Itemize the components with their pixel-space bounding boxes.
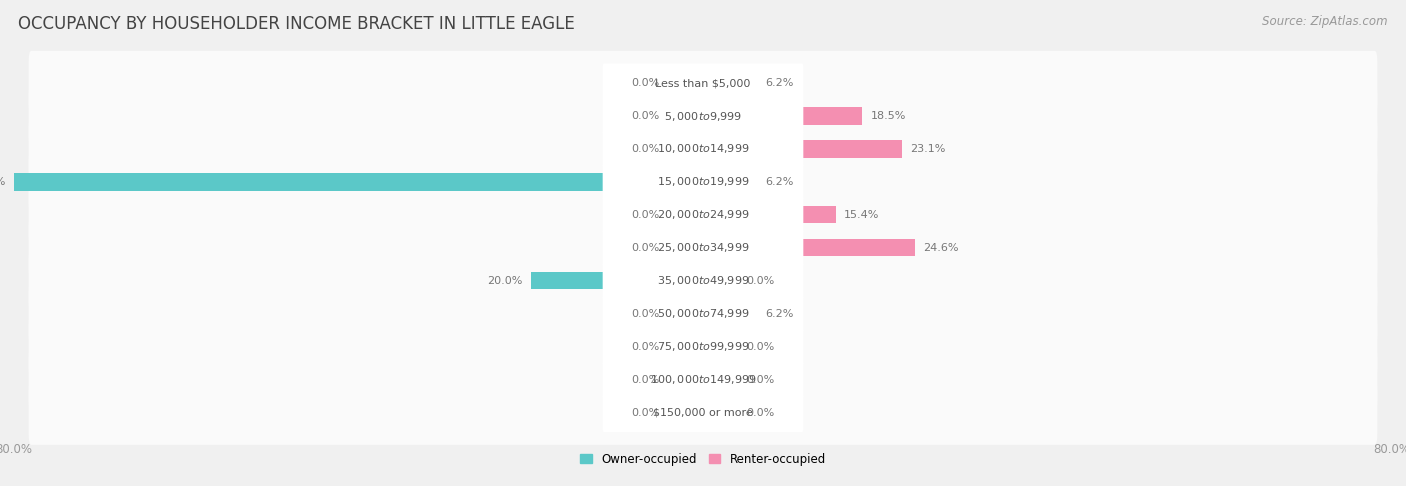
FancyBboxPatch shape [603,261,803,300]
Bar [531,272,703,289]
Text: 18.5%: 18.5% [870,111,907,121]
Text: 0.0%: 0.0% [747,408,775,417]
FancyBboxPatch shape [28,216,1378,280]
Bar [703,305,756,322]
Text: 0.0%: 0.0% [747,375,775,385]
FancyBboxPatch shape [603,294,803,333]
FancyBboxPatch shape [28,314,1378,379]
Text: $150,000 or more: $150,000 or more [654,408,752,417]
Text: 6.2%: 6.2% [765,309,793,319]
FancyBboxPatch shape [603,162,803,202]
Text: $75,000 to $99,999: $75,000 to $99,999 [657,340,749,353]
FancyBboxPatch shape [28,249,1378,313]
Text: 20.0%: 20.0% [486,276,522,286]
Bar [669,74,703,92]
Text: 0.0%: 0.0% [631,408,659,417]
FancyBboxPatch shape [28,381,1378,445]
Text: 23.1%: 23.1% [911,144,946,154]
Bar [703,239,915,257]
Bar [703,107,862,124]
Text: 0.0%: 0.0% [631,78,659,88]
Text: 0.0%: 0.0% [631,111,659,121]
Text: 15.4%: 15.4% [844,210,880,220]
FancyBboxPatch shape [603,360,803,399]
FancyBboxPatch shape [28,183,1378,247]
Bar [669,338,703,355]
Text: 0.0%: 0.0% [747,342,775,352]
Legend: Owner-occupied, Renter-occupied: Owner-occupied, Renter-occupied [579,452,827,466]
Text: 0.0%: 0.0% [631,309,659,319]
FancyBboxPatch shape [28,347,1378,412]
Text: $50,000 to $74,999: $50,000 to $74,999 [657,307,749,320]
Bar [703,404,738,421]
FancyBboxPatch shape [603,228,803,267]
Text: Less than $5,000: Less than $5,000 [655,78,751,88]
FancyBboxPatch shape [603,393,803,432]
Bar [669,140,703,157]
Text: 0.0%: 0.0% [747,276,775,286]
FancyBboxPatch shape [28,84,1378,148]
Bar [703,207,835,224]
FancyBboxPatch shape [28,51,1378,115]
Text: 0.0%: 0.0% [631,210,659,220]
Text: $25,000 to $34,999: $25,000 to $34,999 [657,242,749,254]
Bar [669,404,703,421]
FancyBboxPatch shape [603,327,803,366]
Bar [703,371,738,388]
Text: 6.2%: 6.2% [765,177,793,187]
Text: 0.0%: 0.0% [631,342,659,352]
Text: $100,000 to $149,999: $100,000 to $149,999 [650,373,756,386]
Bar [669,107,703,124]
Bar [669,239,703,257]
Text: $20,000 to $24,999: $20,000 to $24,999 [657,208,749,222]
Bar [669,207,703,224]
Text: 0.0%: 0.0% [631,375,659,385]
Text: $5,000 to $9,999: $5,000 to $9,999 [664,109,742,122]
FancyBboxPatch shape [603,129,803,169]
Text: $10,000 to $14,999: $10,000 to $14,999 [657,142,749,156]
Text: 80.0%: 80.0% [0,177,6,187]
Text: $15,000 to $19,999: $15,000 to $19,999 [657,175,749,189]
Bar [703,140,901,157]
Bar [669,371,703,388]
Bar [669,305,703,322]
FancyBboxPatch shape [28,150,1378,214]
FancyBboxPatch shape [28,281,1378,346]
Text: $35,000 to $49,999: $35,000 to $49,999 [657,274,749,287]
Bar [703,272,738,289]
Text: 6.2%: 6.2% [765,78,793,88]
Bar [703,174,756,191]
FancyBboxPatch shape [603,64,803,103]
Bar [703,338,738,355]
FancyBboxPatch shape [28,117,1378,181]
Text: 0.0%: 0.0% [631,243,659,253]
Text: 24.6%: 24.6% [924,243,959,253]
Text: 0.0%: 0.0% [631,144,659,154]
FancyBboxPatch shape [603,97,803,136]
Text: Source: ZipAtlas.com: Source: ZipAtlas.com [1263,15,1388,28]
Bar [703,74,756,92]
FancyBboxPatch shape [603,195,803,234]
Bar [14,174,703,191]
Text: OCCUPANCY BY HOUSEHOLDER INCOME BRACKET IN LITTLE EAGLE: OCCUPANCY BY HOUSEHOLDER INCOME BRACKET … [18,15,575,33]
